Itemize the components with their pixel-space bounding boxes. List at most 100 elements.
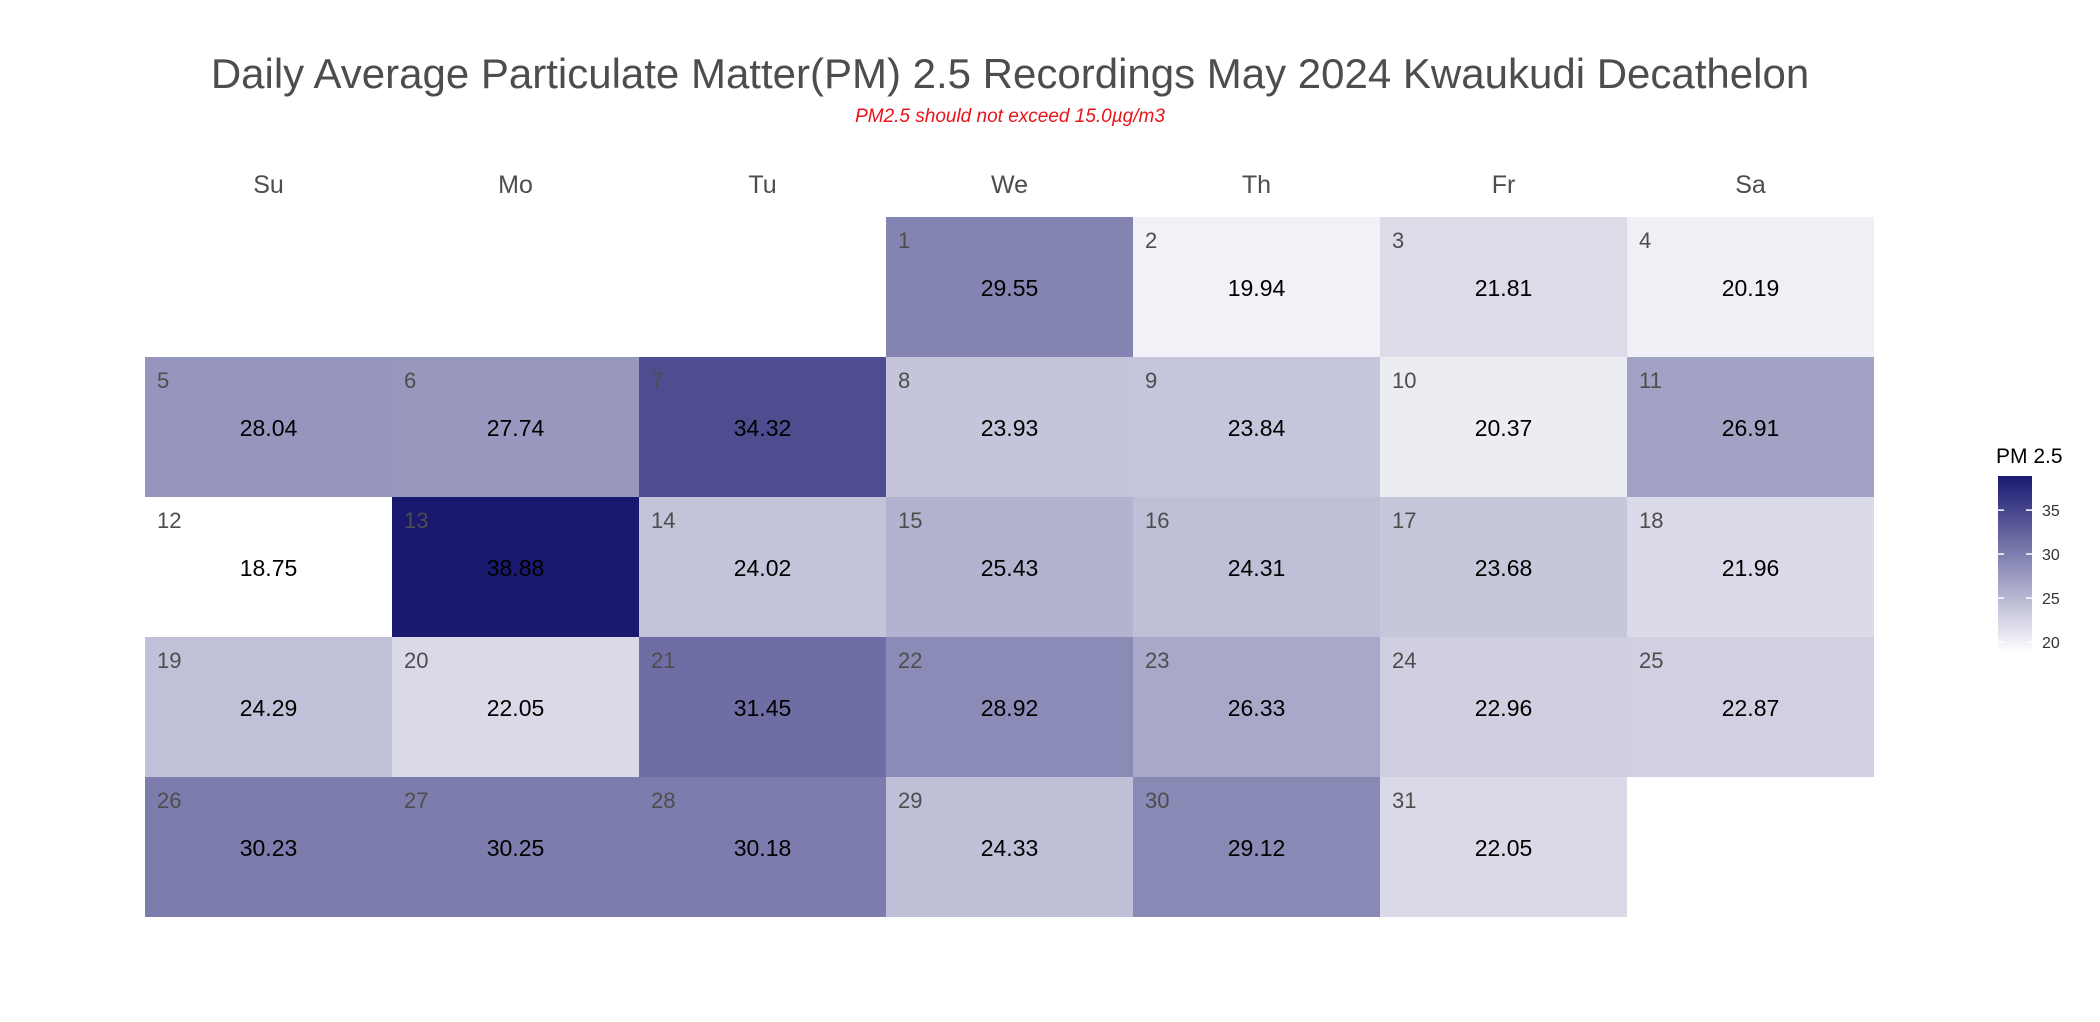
day-value: 21.81 <box>1475 275 1533 301</box>
day-cell-28: 28 30.18 <box>639 777 886 917</box>
day-cell-12: 12 18.75 <box>145 497 392 637</box>
day-cell-22: 22 28.92 <box>886 637 1133 777</box>
day-cell-fill <box>392 777 639 917</box>
day-value: 30.23 <box>240 835 298 861</box>
day-number: 4 <box>1639 228 1651 253</box>
day-cell-30: 30 29.12 <box>1133 777 1380 917</box>
day-number: 1 <box>898 228 910 253</box>
day-number: 7 <box>651 368 663 393</box>
day-value: 34.32 <box>734 415 792 441</box>
day-number: 10 <box>1392 368 1416 393</box>
day-cell-7: 734.32 <box>639 357 886 497</box>
day-cell-5: 528.04 <box>145 357 392 497</box>
day-number: 11 <box>1639 368 1662 393</box>
day-value: 22.96 <box>1475 695 1533 721</box>
day-cell-fill <box>1627 497 1874 637</box>
weekday-label-tu: Tu <box>748 171 776 199</box>
day-value: 24.02 <box>734 555 792 581</box>
day-value: 38.88 <box>487 555 545 581</box>
day-value: 25.43 <box>981 555 1039 581</box>
day-cell-fill <box>145 497 392 637</box>
day-cell-fill <box>886 217 1133 357</box>
day-cell-fill <box>1133 497 1380 637</box>
day-cell-2: 219.94 <box>1133 217 1380 357</box>
day-number: 22 <box>898 648 922 673</box>
day-number: 9 <box>1145 368 1157 393</box>
legend-tick-label: 20 <box>2042 635 2060 652</box>
day-cell-fill <box>1133 217 1380 357</box>
day-cell-fill <box>145 777 392 917</box>
day-number: 21 <box>651 648 675 673</box>
day-cell-19: 19 24.29 <box>145 637 392 777</box>
day-number: 8 <box>898 368 910 393</box>
day-number: 24 <box>1392 648 1416 673</box>
day-cell-3: 321.81 <box>1380 217 1627 357</box>
day-value: 23.93 <box>981 415 1039 441</box>
day-number: 28 <box>651 788 675 813</box>
day-value: 26.33 <box>1228 695 1286 721</box>
day-cell-fill <box>1133 637 1380 777</box>
day-number: 27 <box>404 788 428 813</box>
day-cell-fill <box>1380 777 1627 917</box>
day-cell-6: 627.74 <box>392 357 639 497</box>
day-cell-4: 420.19 <box>1627 217 1874 357</box>
day-number: 6 <box>404 368 416 393</box>
day-value: 22.87 <box>1722 695 1780 721</box>
day-cell-21: 21 31.45 <box>639 637 886 777</box>
day-value: 26.91 <box>1722 415 1780 441</box>
calendar-cells: 129.55219.94321.81420.19528.04627.74734.… <box>145 217 1874 917</box>
day-number: 25 <box>1639 648 1663 673</box>
day-number: 19 <box>157 648 181 673</box>
day-cell-24: 24 22.96 <box>1380 637 1627 777</box>
day-value: 28.04 <box>240 415 298 441</box>
day-value: 23.84 <box>1228 415 1286 441</box>
legend-title: PM 2.5 <box>1996 445 2063 468</box>
day-cell-1: 129.55 <box>886 217 1133 357</box>
day-number: 15 <box>898 508 922 533</box>
day-number: 14 <box>651 508 675 533</box>
day-cell-fill <box>392 497 639 637</box>
day-number: 23 <box>1145 648 1169 673</box>
day-number: 5 <box>157 368 169 393</box>
day-cell-15: 15 25.43 <box>886 497 1133 637</box>
legend-colorbar <box>1998 476 2032 653</box>
day-number: 12 <box>157 508 181 533</box>
day-number: 17 <box>1392 508 1416 533</box>
day-value: 30.25 <box>487 835 545 861</box>
chart-subtitle: PM2.5 should not exceed 15.0µg/m3 <box>855 106 1165 127</box>
weekday-label-mo: Mo <box>498 171 533 199</box>
day-cell-8: 823.93 <box>886 357 1133 497</box>
day-cell-fill <box>886 777 1133 917</box>
day-number: 16 <box>1145 508 1169 533</box>
day-value: 30.18 <box>734 835 792 861</box>
day-cell-fill <box>145 357 392 497</box>
day-value: 22.05 <box>1475 835 1533 861</box>
day-cell-31: 31 22.05 <box>1380 777 1627 917</box>
chart-title: Daily Average Particulate Matter(PM) 2.5… <box>211 50 1809 97</box>
legend-tick-label: 25 <box>2042 591 2060 608</box>
day-cell-fill <box>1627 217 1874 357</box>
day-number: 20 <box>404 648 428 673</box>
day-cell-fill <box>145 637 392 777</box>
day-cell-11: 11 26.91 <box>1627 357 1874 497</box>
weekday-label-sa: Sa <box>1735 171 1766 199</box>
day-value: 24.33 <box>981 835 1039 861</box>
color-legend: PM 2.5 20 25 30 35 <box>1996 445 2063 653</box>
day-cell-16: 16 24.31 <box>1133 497 1380 637</box>
day-number: 13 <box>404 508 428 533</box>
day-cell-10: 10 20.37 <box>1380 357 1627 497</box>
day-number: 31 <box>1392 788 1416 813</box>
day-cell-fill <box>886 357 1133 497</box>
day-cell-fill <box>1133 777 1380 917</box>
weekday-label-we: We <box>991 171 1028 199</box>
day-value: 24.29 <box>240 695 298 721</box>
day-value: 28.92 <box>981 695 1039 721</box>
day-value: 23.68 <box>1475 555 1533 581</box>
day-value: 20.37 <box>1475 415 1533 441</box>
day-number: 29 <box>898 788 922 813</box>
day-cell-fill <box>1627 637 1874 777</box>
day-cell-fill <box>639 777 886 917</box>
day-cell-fill <box>639 357 886 497</box>
weekday-label-th: Th <box>1242 171 1271 199</box>
day-value: 29.55 <box>981 275 1039 301</box>
